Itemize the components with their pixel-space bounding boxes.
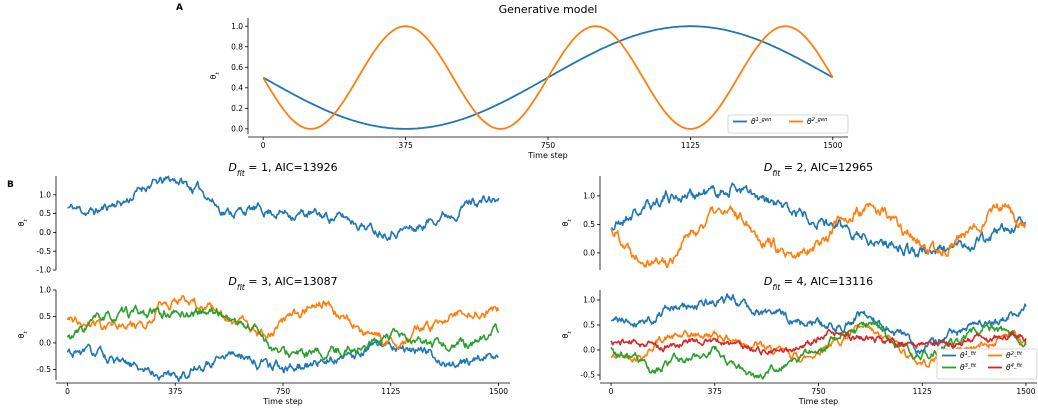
legend-box bbox=[936, 348, 1038, 380]
series-line-2 bbox=[610, 202, 1026, 269]
y-tick-label: 0.4 bbox=[231, 83, 243, 92]
series-line-1 bbox=[610, 293, 1027, 355]
series-line-3 bbox=[610, 320, 1027, 380]
x-tick-label: 1125 bbox=[681, 141, 700, 150]
y-tick-label: 0.0 bbox=[39, 339, 51, 348]
panel-label-b: B bbox=[7, 180, 14, 190]
x-tick-label: 750 bbox=[276, 387, 291, 396]
y-tick-label: 1.0 bbox=[231, 22, 243, 31]
series-line-2 bbox=[262, 25, 834, 130]
x-axis-label: Time step bbox=[527, 151, 567, 160]
y-tick-label: 0.5 bbox=[39, 209, 51, 218]
legend-entry: θ1_gen bbox=[751, 117, 771, 126]
chart-gen: Generative model 0.0 0.2 0.4 0.6 0.8 1.0 θt 0 375… bbox=[209, 3, 849, 160]
y-tick-label: 1.0 bbox=[39, 286, 51, 295]
x-axis-label: Time step bbox=[262, 397, 302, 406]
y-tick-label: 0.0 bbox=[583, 249, 595, 258]
legend-entry: θ1_fit bbox=[960, 351, 977, 360]
x-tick-label: 750 bbox=[811, 387, 826, 396]
x-axis-label: Time step bbox=[798, 397, 838, 406]
x-tick-label: 0 bbox=[65, 387, 70, 396]
legend-entry: θ4_fit bbox=[1006, 363, 1023, 372]
chart-title: Dfit = 2, AIC=12965 bbox=[764, 161, 873, 178]
y-tick-label: -0.5 bbox=[36, 247, 51, 256]
y-tick-label: 0.2 bbox=[231, 104, 243, 113]
x-tick-label: 1125 bbox=[913, 387, 932, 396]
chart-d4: Dfit = 4, AIC=13116 -0.5 0.0 0.5 1.0 θt 0 375 75… bbox=[561, 275, 1038, 406]
y-tick-label: 1.0 bbox=[583, 296, 595, 305]
y-tick-label: 1.0 bbox=[39, 190, 51, 199]
y-tick-label: -0.5 bbox=[36, 365, 51, 374]
y-tick-label: 0.5 bbox=[583, 220, 595, 229]
x-tick-label: 750 bbox=[541, 141, 556, 150]
y-tick-label: 0.0 bbox=[231, 124, 243, 133]
legend-box bbox=[727, 114, 849, 134]
x-tick-label: 1500 bbox=[823, 141, 842, 150]
series-line-3 bbox=[66, 304, 500, 361]
chart-title: Dfit = 1, AIC=13926 bbox=[228, 161, 337, 178]
y-tick-label: -0.5 bbox=[580, 371, 595, 380]
x-tick-label: 375 bbox=[168, 387, 183, 396]
chart-d1: Dfit = 1, AIC=13926 -1.0 -0.5 0.0 0.5 1.0 θt bbox=[17, 161, 500, 275]
y-axis-label: θt bbox=[561, 331, 573, 339]
y-tick-label: 0.0 bbox=[39, 228, 51, 237]
x-tick-label: 0 bbox=[261, 141, 266, 150]
y-tick-label: 0.8 bbox=[231, 42, 243, 51]
y-axis-label: θt bbox=[17, 331, 29, 339]
y-tick-label: -1.0 bbox=[36, 266, 51, 275]
series-line-1 bbox=[610, 182, 1027, 258]
y-tick-label: 0.5 bbox=[39, 312, 51, 321]
x-tick-label: 0 bbox=[609, 387, 614, 396]
chart-title: Dfit = 4, AIC=13116 bbox=[764, 275, 873, 292]
y-tick-label: 1.0 bbox=[583, 192, 595, 201]
panel-label-a: A bbox=[176, 3, 183, 13]
y-tick-label: 0.5 bbox=[583, 321, 595, 330]
x-tick-label: 1500 bbox=[489, 387, 508, 396]
y-axis-label: θt bbox=[561, 219, 573, 227]
y-tick-label: 0.0 bbox=[583, 346, 595, 355]
x-tick-label: 375 bbox=[708, 387, 723, 396]
x-tick-label: 375 bbox=[398, 141, 413, 150]
chart-title: Dfit = 3, AIC=13087 bbox=[228, 275, 337, 292]
chart-d2: Dfit = 2, AIC=12965 0.0 0.5 1.0 θt bbox=[561, 161, 1027, 270]
legend-entry: θ2_gen bbox=[807, 117, 827, 126]
legend-entry: θ2_fit bbox=[1006, 351, 1023, 360]
series-line-1 bbox=[66, 339, 499, 382]
y-axis-label: θt bbox=[17, 219, 29, 227]
x-tick-label: 1500 bbox=[1016, 387, 1035, 396]
chart-title: Generative model bbox=[499, 3, 598, 16]
chart-d3: Dfit = 3, AIC=13087 -0.5 0.0 0.5 1.0 θt 0 375 75… bbox=[17, 275, 510, 406]
series-line-2 bbox=[66, 295, 500, 350]
legend-entry: θ3_fit bbox=[960, 363, 977, 372]
x-tick-label: 1125 bbox=[381, 387, 400, 396]
y-tick-label: 0.6 bbox=[231, 63, 243, 72]
series-line-1 bbox=[67, 175, 500, 241]
series-line-4 bbox=[610, 328, 1027, 356]
y-axis-label: θt bbox=[209, 72, 221, 80]
